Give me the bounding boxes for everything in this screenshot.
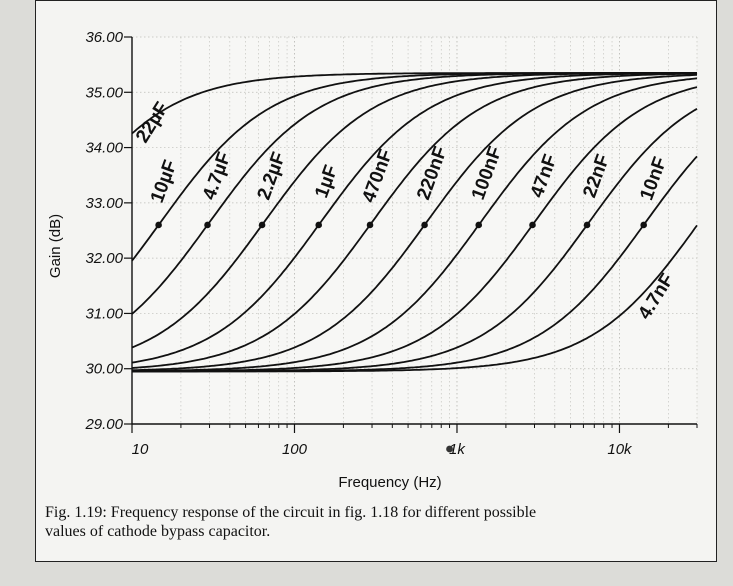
x-axis-title: Frequency (Hz) <box>338 474 441 491</box>
curve-marker <box>640 221 647 229</box>
x-tick-label: 10k <box>607 441 633 458</box>
y-tick-label: 30.00 <box>85 361 123 378</box>
y-tick-label: 33.00 <box>85 195 123 212</box>
y-tick-label: 29.00 <box>84 416 123 433</box>
curve-marker <box>366 221 374 229</box>
curve-7 <box>131 74 698 372</box>
curve-marker <box>421 221 428 229</box>
y-axis-title: Gain (dB) <box>47 214 64 278</box>
curve-5 <box>131 72 697 364</box>
x-tick-label: 1k <box>449 441 466 458</box>
curve-marker <box>583 221 591 229</box>
curve-marker <box>155 221 162 229</box>
x-tick-label: 10 <box>132 441 149 458</box>
curve-marker <box>204 221 211 229</box>
y-tick-label: 32.00 <box>85 250 123 267</box>
curve-marker <box>258 221 266 229</box>
curve-marker <box>529 221 536 229</box>
y-tick-label: 31.00 <box>85 305 123 322</box>
curves-layer <box>131 72 698 373</box>
curve-4 <box>131 72 697 349</box>
caption-line-2: values of cathode bypass capacitor. <box>45 523 271 540</box>
y-tick-label: 35.00 <box>85 84 123 101</box>
caption-line-1: Fig. 1.19: Frequency response of the cir… <box>45 504 537 521</box>
curve-marker <box>315 221 323 229</box>
curve-6 <box>131 72 697 369</box>
curve-marker <box>475 221 483 229</box>
x-tick-label: 100 <box>282 441 308 458</box>
figure-caption: Fig. 1.19: Frequency response of the cir… <box>45 503 705 541</box>
curve-8 <box>132 77 698 372</box>
y-tick-label: 34.00 <box>85 140 123 157</box>
axes-layer <box>124 36 698 433</box>
scan-dot <box>446 445 453 453</box>
curve-12 <box>132 224 698 373</box>
y-tick-label: 36.00 <box>85 29 123 46</box>
